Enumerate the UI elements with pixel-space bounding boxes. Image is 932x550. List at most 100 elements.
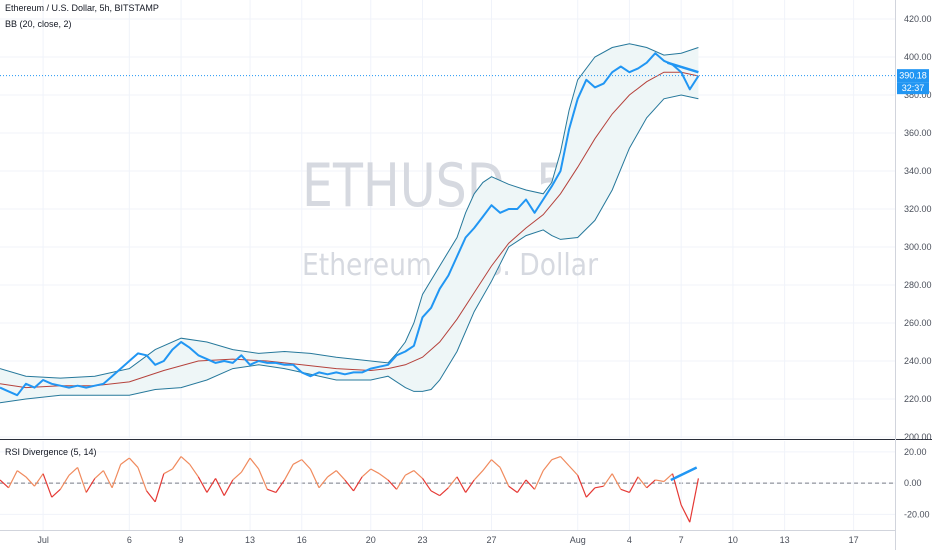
time-tick-label: 7: [679, 535, 684, 545]
rsi-segment: [120, 457, 130, 465]
price-tick-label: 420.00: [904, 14, 932, 24]
rsi-segment: [353, 476, 363, 492]
time-tick-label: 9: [179, 535, 184, 545]
rsi-tick-label: -20.00: [904, 509, 930, 519]
rsi-scale[interactable]: -20.00 0.00 20.00: [904, 447, 930, 520]
rsi-segment: [0, 479, 10, 489]
rsi-segment: [223, 479, 234, 496]
chart-title[interactable]: Ethereum / U.S. Dollar, 5h, BITSTAMP: [5, 3, 159, 13]
rsi-segment: [611, 473, 622, 490]
rsi-segment: [309, 468, 320, 489]
price-scale[interactable]: 200.00 220.00 240.00 260.00 280.00 300.00 320.…: [904, 14, 932, 442]
price-tick-label: 260.00: [904, 318, 932, 328]
price-tick-label: 380.00: [904, 90, 932, 100]
time-tick-label: Aug: [570, 535, 586, 545]
rsi-segment: [577, 475, 587, 498]
rsi-segment: [560, 456, 570, 467]
time-tick-label: 23: [417, 535, 427, 545]
rsi-tick-label: 0.00: [904, 478, 922, 488]
time-scale[interactable]: Jul 6 9 13 16 20 23 27 Aug 4 7 10 13 17: [37, 535, 858, 545]
rsi-segment: [516, 479, 527, 493]
rsi-segment: [344, 479, 354, 492]
rsi-segment: [379, 473, 389, 481]
rsi-segment: [404, 470, 415, 476]
rsi-segment: [430, 490, 441, 497]
rsi-segment: [361, 468, 372, 478]
rsi-segment: [94, 470, 104, 479]
time-tick-label: Jul: [37, 535, 49, 545]
price-tick-label: 400.00: [904, 52, 932, 62]
rsi-segment: [370, 468, 380, 475]
rsi-segment: [585, 487, 596, 498]
rsi-segment: [154, 473, 165, 503]
rsi-segment: [137, 467, 148, 492]
time-tick-label: 20: [366, 535, 376, 545]
price-line: [0, 52, 700, 397]
bb-indicator-label[interactable]: BB (20, close, 2): [5, 19, 72, 29]
last-price-value: 390.18: [899, 71, 927, 81]
price-tick-label: 300.00: [904, 242, 932, 252]
rsi-segment: [163, 468, 173, 475]
rsi-segment: [508, 485, 518, 493]
rsi-segment: [603, 473, 613, 487]
price-tick-label: 220.00: [904, 394, 932, 404]
time-tick-label: 16: [297, 535, 307, 545]
rsi-segment: [465, 479, 475, 493]
rsi-series: [0, 455, 699, 523]
rsi-divergence-line: [670, 466, 698, 482]
rsi-segment: [689, 478, 699, 523]
rsi-segment: [646, 479, 656, 489]
rsi-segment: [77, 467, 87, 493]
rsi-segment: [663, 473, 673, 482]
rsi-segment: [85, 478, 96, 493]
price-tick-label: 360.00: [904, 128, 932, 138]
rsi-segment: [439, 487, 449, 497]
rsi-segment: [318, 476, 329, 489]
time-tick-label: 17: [849, 535, 859, 545]
rsi-segment: [396, 474, 406, 490]
rsi-indicator-label[interactable]: RSI Divergence (5, 14): [5, 447, 97, 457]
time-tick-label: 6: [127, 535, 132, 545]
rsi-segment: [422, 478, 432, 492]
price-tick-label: 320.00: [904, 204, 932, 214]
rsi-segment: [275, 479, 286, 493]
rsi-segment: [8, 470, 18, 489]
price-tick-label: 200.00: [904, 432, 932, 442]
price-pane-grid: [0, 0, 895, 438]
price-tick-label: 280.00: [904, 280, 932, 290]
rsi-segment: [102, 470, 113, 489]
rsi-segment: [335, 470, 346, 481]
bb-upper-band: [0, 43, 699, 379]
time-tick-label: 4: [627, 535, 632, 545]
rsi-segment: [655, 479, 665, 483]
rsi-segment: [197, 476, 208, 493]
time-tick-label: 13: [245, 535, 255, 545]
rsi-segment: [128, 457, 139, 468]
rsi-tick-label: 20.00: [904, 447, 927, 457]
last-price-badge: [897, 69, 929, 83]
rsi-segment: [249, 457, 260, 470]
rsi-segment: [284, 464, 294, 481]
rsi-segment: [33, 473, 44, 487]
rsi-segment: [146, 490, 156, 503]
rsi-segment: [301, 459, 311, 470]
rsi-segment: [551, 455, 561, 461]
price-tick-label: 340.00: [904, 166, 932, 176]
rsi-segment: [180, 456, 191, 465]
rsi-segment: [25, 476, 35, 487]
rsi-segment: [387, 479, 398, 490]
rsi-segment: [637, 476, 648, 489]
rsi-segment: [525, 479, 536, 490]
rsi-segment: [680, 504, 691, 523]
rsi-segment: [42, 473, 53, 498]
price-tick-label: 240.00: [904, 356, 932, 366]
price-divergence-line: [667, 61, 699, 74]
price-series: [0, 52, 700, 397]
bb-lower-band: [0, 94, 699, 404]
bb-basis: [0, 71, 699, 389]
rsi-segment: [16, 470, 27, 478]
rsi-segment: [594, 485, 604, 489]
countdown-badge: [897, 82, 929, 95]
rsi-segment: [258, 468, 268, 490]
